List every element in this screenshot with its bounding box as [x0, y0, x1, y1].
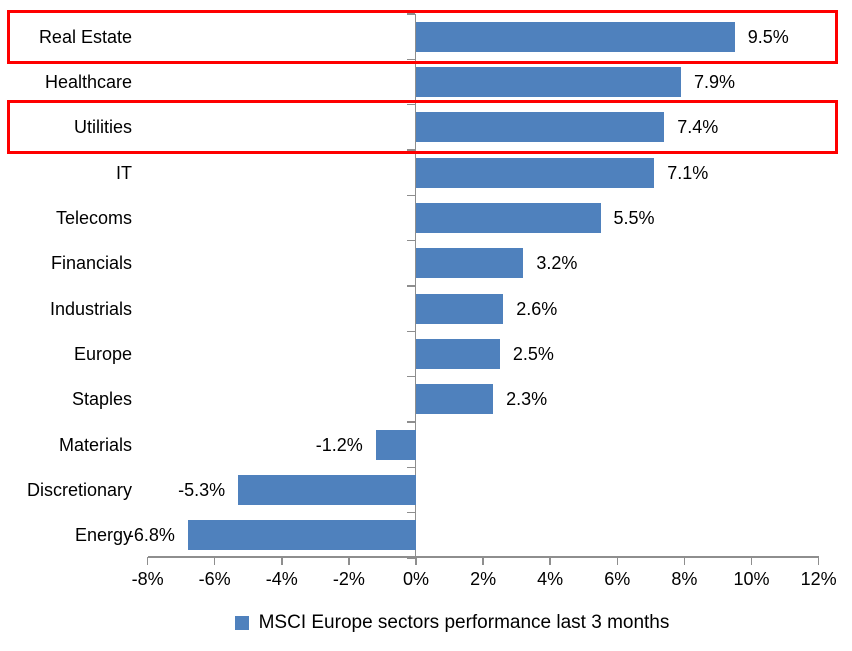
legend-label: MSCI Europe sectors performance last 3 m…: [258, 612, 670, 633]
value-label-it: 7.1%: [667, 162, 709, 183]
x-tick-label: 8%: [671, 569, 698, 589]
category-tick: [406, 511, 415, 514]
bar-real-estate: [416, 21, 735, 52]
category-tick: [406, 557, 415, 559]
category-tick: [406, 285, 415, 287]
category-label-staples: Staples: [71, 389, 132, 410]
bar-materials: [375, 429, 416, 460]
x-tick: [213, 556, 216, 565]
category-tick: [406, 466, 415, 469]
x-tick: [817, 556, 820, 565]
x-tick-label: 6%: [604, 569, 631, 589]
category-label-healthcare: Healthcare: [44, 71, 132, 92]
legend-swatch-icon: [234, 616, 249, 630]
bar-discretionary: [238, 474, 416, 505]
category-tick: [406, 58, 415, 61]
category-tick: [406, 239, 415, 242]
value-label-financials: 3.2%: [536, 253, 578, 274]
x-tick: [482, 556, 484, 565]
x-tick: [683, 556, 686, 565]
highlight-box-utilities: [7, 100, 838, 155]
value-label-staples: 2.3%: [506, 389, 548, 410]
category-tick: [406, 330, 415, 333]
category-label-energy: Energy: [74, 525, 132, 546]
value-label-discretionary: -5.3%: [178, 479, 226, 500]
category-label-materials: Materials: [58, 434, 132, 455]
value-label-energy: -6.8%: [127, 525, 175, 546]
bar-healthcare: [416, 66, 682, 97]
x-tick-label: 2%: [470, 569, 497, 589]
x-tick: [146, 556, 149, 565]
x-tick: [281, 556, 283, 565]
category-tick: [406, 375, 415, 378]
bar-telecoms: [416, 202, 601, 233]
category-label-it: IT: [116, 162, 132, 183]
x-tick-label: 10%: [733, 569, 770, 589]
category-label-europe: Europe: [73, 343, 132, 364]
value-label-materials: -1.2%: [315, 434, 363, 455]
category-label-discretionary: Discretionary: [26, 479, 132, 500]
category-tick: [406, 103, 415, 106]
bar-europe: [416, 338, 500, 369]
x-tick-label: -8%: [131, 569, 164, 589]
category-tick: [406, 149, 415, 151]
bar-energy: [187, 520, 416, 551]
category-tick: [406, 13, 415, 15]
x-tick-label: 4%: [537, 569, 564, 589]
value-label-real-estate: 9.5%: [747, 26, 789, 47]
category-label-utilities: Utilities: [73, 117, 132, 138]
x-tick-label: -4%: [265, 569, 298, 589]
category-label-industrials: Industrials: [49, 298, 132, 319]
bar-utilities: [416, 112, 665, 143]
x-tick: [549, 556, 551, 565]
value-label-industrials: 2.6%: [516, 298, 558, 319]
bar-financials: [416, 248, 524, 279]
x-tick-label: -6%: [198, 569, 231, 589]
category-label-financials: Financials: [50, 253, 132, 274]
value-label-europe: 2.5%: [512, 343, 554, 364]
category-tick: [406, 421, 415, 423]
x-tick: [616, 556, 619, 565]
x-tick-label: 12%: [800, 569, 837, 589]
legend: MSCI Europe sectors performance last 3 m…: [52, 610, 852, 636]
x-tick: [415, 556, 417, 565]
category-axis-line: [414, 14, 416, 558]
bar-it: [416, 157, 655, 188]
x-tick: [348, 556, 350, 565]
category-label-telecoms: Telecoms: [55, 207, 132, 228]
value-label-utilities: 7.4%: [677, 117, 719, 138]
value-label-telecoms: 5.5%: [613, 207, 655, 228]
value-label-healthcare: 7.9%: [694, 71, 736, 92]
x-tick-label: 0%: [402, 569, 429, 589]
x-tick: [750, 556, 753, 565]
x-tick-label: -2%: [332, 569, 365, 589]
category-tick: [406, 194, 415, 197]
bar-staples: [416, 384, 494, 415]
category-label-real-estate: Real Estate: [38, 26, 132, 47]
bar-industrials: [416, 293, 504, 324]
highlight-box-real-estate: [7, 9, 838, 64]
